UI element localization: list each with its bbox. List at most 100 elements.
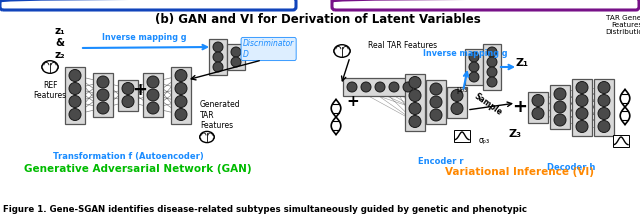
Circle shape (576, 81, 588, 94)
Circle shape (361, 82, 371, 92)
Circle shape (532, 108, 544, 120)
Text: Z₃: Z₃ (509, 129, 522, 139)
Ellipse shape (42, 61, 58, 73)
Text: μₚ₃: μₚ₃ (456, 85, 468, 94)
Circle shape (598, 120, 610, 132)
Circle shape (576, 120, 588, 132)
Text: σₚ₃: σₚ₃ (479, 135, 490, 144)
Text: Decoder h: Decoder h (547, 163, 595, 172)
FancyBboxPatch shape (93, 73, 113, 117)
Circle shape (122, 83, 134, 95)
FancyBboxPatch shape (454, 130, 470, 142)
Text: Z₁: Z₁ (515, 58, 529, 68)
Circle shape (554, 101, 566, 113)
Circle shape (469, 52, 479, 62)
Circle shape (375, 82, 385, 92)
Circle shape (576, 95, 588, 106)
Text: +: + (347, 95, 360, 109)
Text: Generative Adversarial Network (GAN): Generative Adversarial Network (GAN) (24, 164, 252, 174)
Circle shape (69, 109, 81, 120)
Circle shape (451, 89, 463, 101)
Circle shape (231, 57, 241, 67)
Text: Encoder r: Encoder r (419, 158, 464, 166)
Text: Inverse mapping g: Inverse mapping g (423, 49, 508, 57)
Circle shape (469, 62, 479, 72)
Circle shape (409, 77, 421, 89)
FancyBboxPatch shape (426, 80, 446, 124)
Circle shape (576, 108, 588, 120)
Circle shape (175, 69, 187, 81)
Circle shape (147, 76, 159, 88)
Circle shape (147, 102, 159, 114)
Circle shape (175, 83, 187, 95)
Circle shape (487, 47, 497, 57)
FancyBboxPatch shape (447, 86, 467, 118)
Text: +: + (132, 81, 147, 99)
FancyBboxPatch shape (594, 78, 614, 135)
Text: +: + (513, 98, 527, 116)
Circle shape (69, 95, 81, 108)
Text: Generated
TAR
Features: Generated TAR Features (200, 100, 241, 130)
FancyBboxPatch shape (550, 85, 570, 129)
FancyBboxPatch shape (613, 135, 629, 147)
FancyBboxPatch shape (209, 39, 227, 75)
FancyBboxPatch shape (465, 49, 483, 85)
Text: Figure 1. Gene-SGAN identifies disease-related subtypes simultaneously guided by: Figure 1. Gene-SGAN identifies disease-r… (3, 206, 527, 215)
Circle shape (97, 102, 109, 114)
Circle shape (147, 89, 159, 101)
Circle shape (213, 42, 223, 52)
FancyBboxPatch shape (65, 66, 85, 123)
Circle shape (409, 103, 421, 115)
Circle shape (554, 114, 566, 126)
Circle shape (598, 108, 610, 120)
Circle shape (97, 76, 109, 88)
Circle shape (469, 72, 479, 82)
Circle shape (409, 89, 421, 101)
Circle shape (430, 96, 442, 108)
FancyBboxPatch shape (343, 78, 417, 96)
Ellipse shape (200, 131, 214, 143)
FancyBboxPatch shape (483, 44, 501, 90)
Text: REF
Features: REF Features (33, 81, 67, 100)
FancyBboxPatch shape (528, 92, 548, 123)
Text: Inverse mapping g: Inverse mapping g (102, 32, 186, 41)
Circle shape (175, 95, 187, 108)
Circle shape (487, 57, 497, 67)
Text: Sample: Sample (472, 91, 504, 117)
Circle shape (554, 88, 566, 100)
Text: z₁
&
z₂: z₁ & z₂ (54, 26, 65, 60)
Circle shape (487, 67, 497, 77)
Circle shape (122, 95, 134, 108)
FancyBboxPatch shape (227, 44, 245, 70)
Circle shape (69, 83, 81, 95)
Text: Discriminator
D: Discriminator D (243, 39, 294, 59)
FancyBboxPatch shape (405, 74, 425, 131)
Circle shape (213, 52, 223, 62)
Circle shape (231, 47, 241, 57)
Circle shape (487, 77, 497, 87)
FancyBboxPatch shape (143, 73, 163, 117)
Circle shape (97, 89, 109, 101)
FancyBboxPatch shape (572, 78, 592, 135)
FancyBboxPatch shape (118, 80, 138, 111)
Circle shape (389, 82, 399, 92)
Text: Transformation f (Autoencoder): Transformation f (Autoencoder) (52, 152, 204, 161)
Circle shape (532, 95, 544, 106)
Circle shape (347, 82, 357, 92)
FancyBboxPatch shape (171, 66, 191, 123)
Text: Real TAR Features: Real TAR Features (368, 40, 437, 49)
Circle shape (430, 109, 442, 121)
Circle shape (598, 81, 610, 94)
Circle shape (175, 109, 187, 120)
Text: (b) GAN and VI for Derivation of Latent Variables: (b) GAN and VI for Derivation of Latent … (155, 12, 481, 26)
Text: Variational Inference (VI): Variational Inference (VI) (445, 167, 594, 177)
Circle shape (409, 115, 421, 127)
Circle shape (403, 82, 413, 92)
Text: TAR Genetic
Features'
Distributions: TAR Genetic Features' Distributions (605, 15, 640, 35)
Circle shape (598, 95, 610, 106)
Circle shape (69, 69, 81, 81)
Ellipse shape (334, 45, 350, 57)
Circle shape (430, 83, 442, 95)
Circle shape (451, 103, 463, 115)
Circle shape (213, 62, 223, 72)
